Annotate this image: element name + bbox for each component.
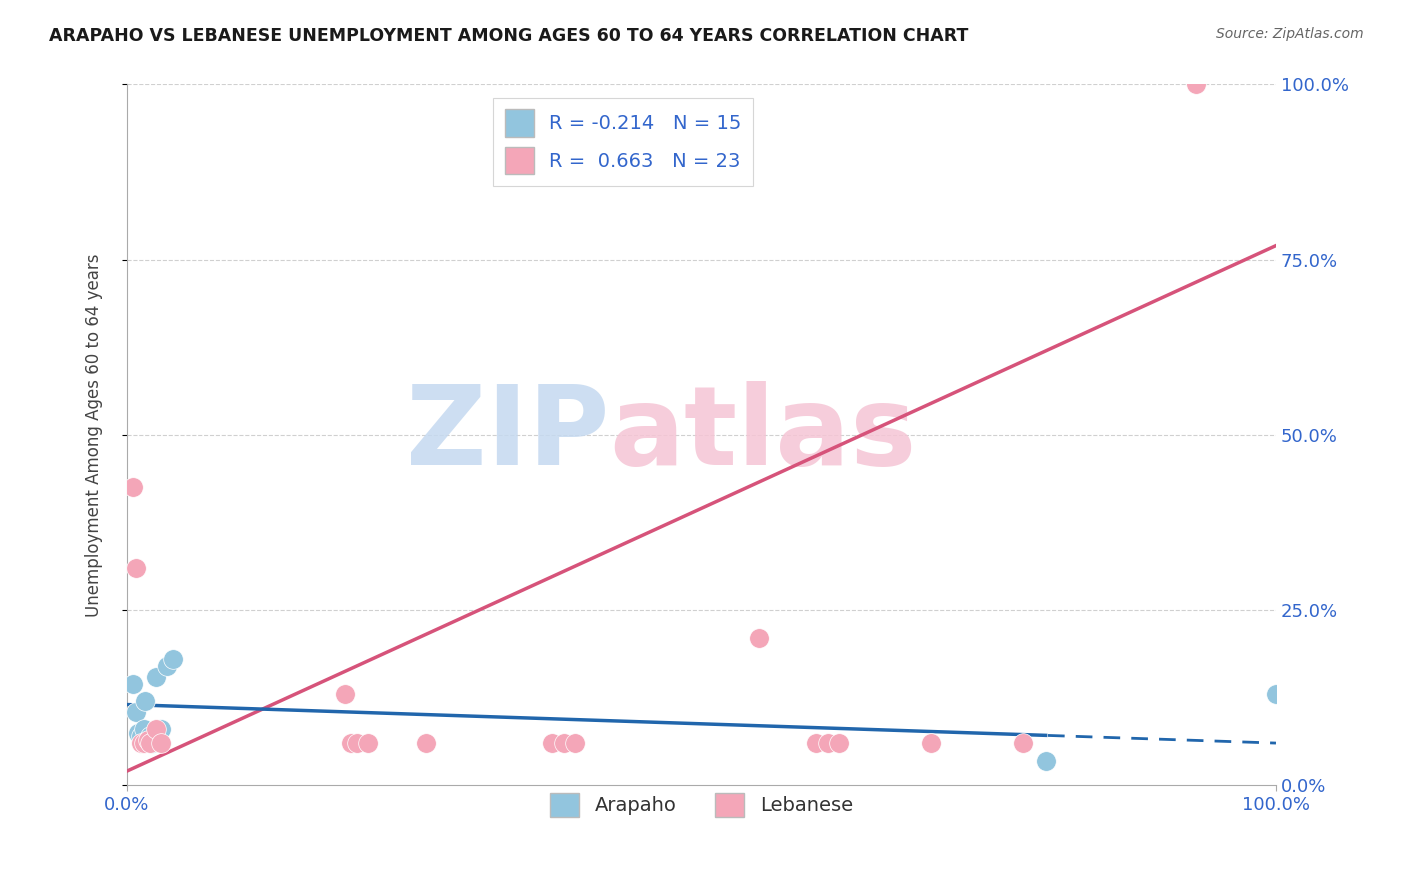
Point — [357, 736, 380, 750]
Point — [335, 687, 357, 701]
Point — [415, 736, 437, 750]
Point — [141, 736, 163, 750]
Y-axis label: Unemployment Among Ages 60 to 64 years: Unemployment Among Ages 60 to 64 years — [86, 253, 103, 616]
Point — [156, 659, 179, 673]
Point — [125, 705, 148, 719]
Point — [129, 736, 152, 750]
Point — [748, 631, 770, 645]
Point — [139, 736, 162, 750]
Point — [150, 736, 173, 750]
Point — [134, 694, 156, 708]
Point — [139, 729, 162, 743]
Point — [127, 725, 149, 739]
Point — [541, 736, 564, 750]
Text: ZIP: ZIP — [406, 381, 610, 488]
Point — [817, 736, 839, 750]
Point — [145, 669, 167, 683]
Point — [828, 736, 851, 750]
Point — [1184, 78, 1206, 92]
Point — [1265, 687, 1288, 701]
Point — [121, 480, 143, 494]
Point — [806, 736, 828, 750]
Point — [136, 732, 159, 747]
Legend: Arapaho, Lebanese: Arapaho, Lebanese — [541, 785, 860, 824]
Point — [136, 732, 159, 747]
Text: ARAPAHO VS LEBANESE UNEMPLOYMENT AMONG AGES 60 TO 64 YEARS CORRELATION CHART: ARAPAHO VS LEBANESE UNEMPLOYMENT AMONG A… — [49, 27, 969, 45]
Text: atlas: atlas — [610, 381, 917, 488]
Text: Source: ZipAtlas.com: Source: ZipAtlas.com — [1216, 27, 1364, 41]
Point — [162, 652, 184, 666]
Point — [134, 736, 156, 750]
Point — [150, 722, 173, 736]
Point — [564, 736, 586, 750]
Point — [134, 722, 156, 736]
Point — [145, 722, 167, 736]
Point — [121, 676, 143, 690]
Point — [553, 736, 575, 750]
Point — [346, 736, 368, 750]
Point — [129, 729, 152, 743]
Point — [340, 736, 363, 750]
Point — [125, 561, 148, 575]
Point — [920, 736, 942, 750]
Point — [1035, 754, 1057, 768]
Point — [1012, 736, 1035, 750]
